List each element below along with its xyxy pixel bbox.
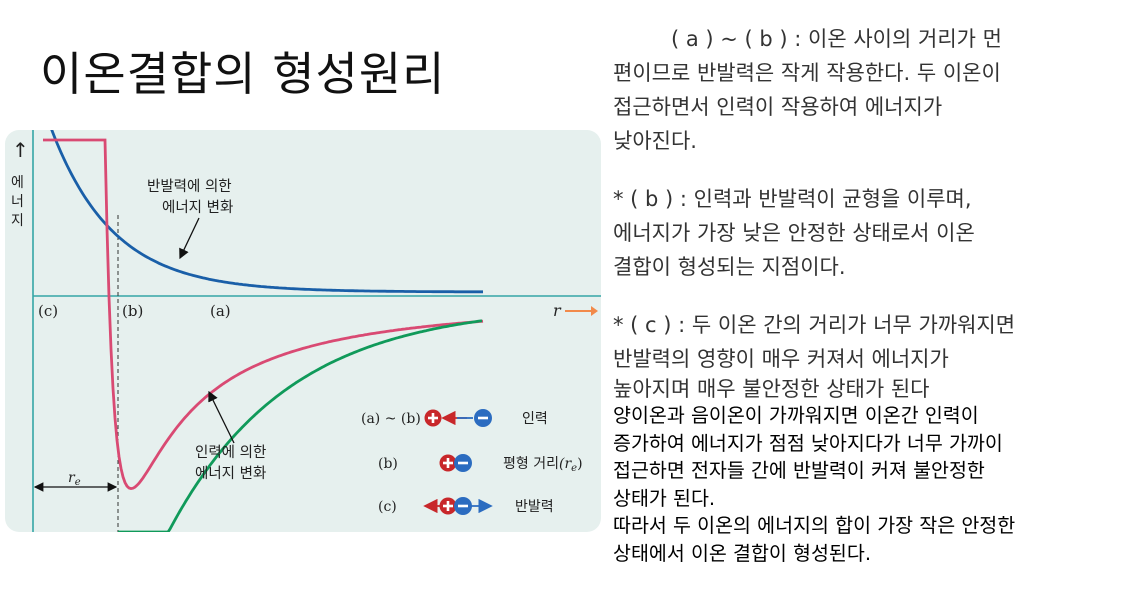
explanation-paragraph-a-b: ( a ) ~ ( b ) : 이온 사이의 거리가 먼 편이므로 반발력은 작…	[613, 22, 1133, 158]
attraction-pointer	[208, 390, 235, 444]
y-axis-label-2: 너	[11, 194, 24, 210]
text-line: 편이므로 반발력은 작게 작용한다. 두 이온이	[613, 61, 1001, 85]
y-axis-label-1: 에	[11, 175, 24, 191]
text-line: 양이온과 음이온이 가까워지면 이온간 인력이	[613, 404, 979, 427]
text-line: 따라서 두 이온의 에너지의 합이 가장 작은 안정한	[613, 514, 1016, 537]
text-line: 낮아진다.	[613, 129, 697, 153]
text-line: 상태에서 이온 결합이 형성된다.	[613, 541, 872, 565]
attraction-label-2: 에너지 변화	[195, 465, 266, 482]
cation-icon	[439, 454, 457, 472]
anion-icon	[454, 454, 472, 472]
text-line: 반발력의 영향이 매우 커져서 에너지가	[613, 347, 949, 371]
anion-icon	[454, 497, 472, 515]
anion-icon	[474, 409, 492, 427]
y-axis-arrow: ↑	[12, 138, 29, 162]
repulsion-label-1: 반발력에 의한	[147, 178, 232, 195]
legend-key-attraction: (a) ~ (b)	[361, 411, 421, 427]
text-line: 상태가 된다.	[613, 486, 716, 510]
legend-label-equilibrium: 평형 거리(re)	[503, 456, 583, 474]
text-line: 증가하여 에너지가 점점 낮아지다가 너무 가까이	[613, 431, 1003, 455]
repulsion-label-2: 에너지 변화	[162, 199, 233, 216]
text-line: * ( b ) : 인력과 반발력이 균형을 이루며,	[613, 187, 972, 211]
text-line: 에너지가 가장 낮은 안정한 상태로서 이온	[613, 221, 975, 245]
re-label: re	[68, 470, 81, 488]
explanation-paragraph-b: * ( b ) : 인력과 반발력이 균형을 이루며, 에너지가 가장 낮은 안…	[613, 182, 1133, 284]
repulsion-pointer	[179, 217, 200, 260]
text-line: ( a ) ~ ( b ) : 이온 사이의 거리가 먼	[671, 27, 1002, 51]
cation-icon	[439, 497, 457, 515]
legend-key-equilibrium: (b)	[378, 456, 398, 472]
x-axis-label: r	[553, 301, 562, 320]
position-a-label: (a)	[210, 302, 231, 320]
explanation-text: ( a ) ~ ( b ) : 이온 사이의 거리가 먼 편이므로 반발력은 작…	[613, 22, 1133, 567]
y-axis-label-3: 지	[11, 213, 24, 229]
attraction-curve	[118, 319, 483, 532]
energy-diagram-svg: ↑ 에 너 지 r (c) (b) (a) 반발력에 의한 에너지 변화 인력에…	[11, 130, 601, 532]
legend-label-attraction: 인력	[522, 411, 548, 427]
position-c-label: (c)	[38, 302, 58, 320]
total-energy-curve	[43, 138, 484, 491]
text-line: 접근하면 전자들 간에 반발력이 커져 불안정한	[613, 459, 985, 482]
repulsion-curve	[50, 130, 483, 294]
slide-title: 이온결합의 형성원리	[40, 47, 446, 101]
text-line: * ( c ) : 두 이온 간의 거리가 너무 가까워지면	[613, 313, 1016, 337]
explanation-paragraph-c: * ( c ) : 두 이온 간의 거리가 너무 가까워지면 반발력의 영향이 …	[613, 308, 1133, 402]
legend-key-repulsion: (c)	[378, 499, 397, 515]
text-line: 결합이 형성되는 지점이다.	[613, 255, 846, 279]
position-b-label: (b)	[122, 302, 143, 320]
energy-diagram: ↑ 에 너 지 r (c) (b) (a) 반발력에 의한 에너지 변화 인력에…	[5, 130, 601, 532]
cation-icon	[424, 409, 442, 427]
legend-label-repulsion: 반발력	[515, 499, 554, 515]
summary-paragraph: 양이온과 음이온이 가까워지면 이온간 인력이 증가하여 에너지가 점점 낮아지…	[613, 402, 1133, 567]
text-line: 높아지며 매우 불안정한 상태가 된다	[613, 377, 930, 401]
attraction-label-1: 인력에 의한	[195, 444, 266, 461]
text-line: 접근하면서 인력이 작용하여 에너지가	[613, 95, 943, 119]
